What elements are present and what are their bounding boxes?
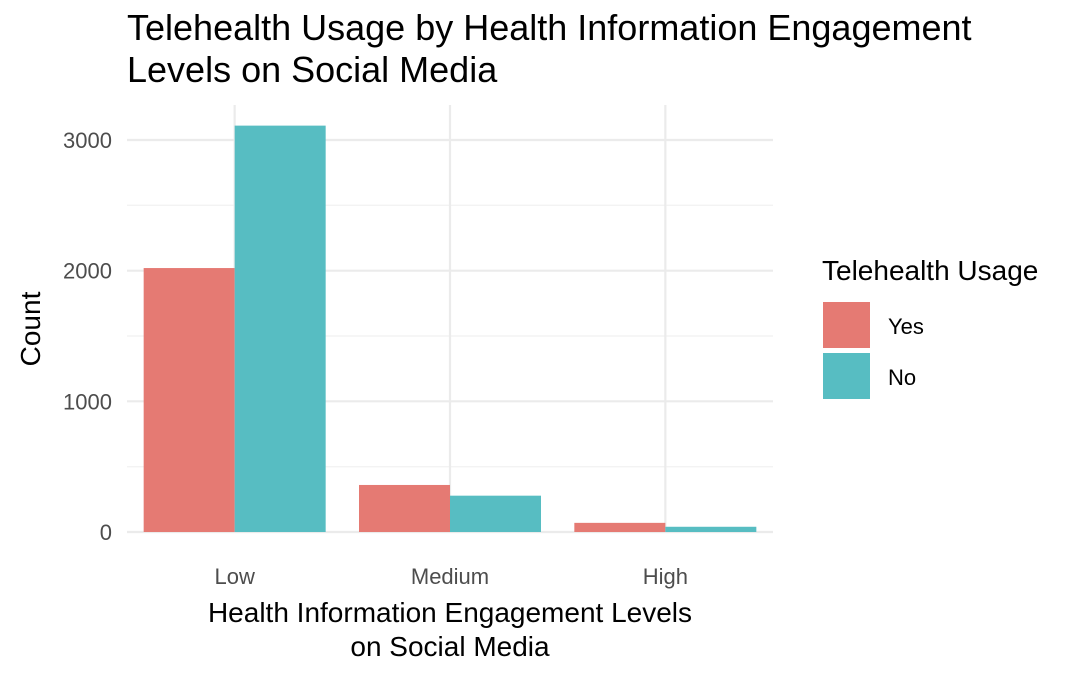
bar-low-yes	[143, 268, 235, 532]
bars	[143, 125, 757, 533]
x-tick-label: Low	[214, 564, 254, 589]
y-tick-label: 3000	[63, 128, 112, 153]
legend-title: Telehealth Usage	[822, 255, 1038, 286]
y-tick-label: 0	[100, 520, 112, 545]
x-tick-labels: Low Medium High	[214, 564, 687, 589]
x-axis-title-line-1: Health Information Engagement Levels	[208, 597, 692, 628]
bar-medium-yes	[359, 484, 450, 532]
x-tick-label: Medium	[411, 564, 489, 589]
legend-label-yes: Yes	[888, 314, 924, 339]
bar-medium-no	[450, 495, 541, 532]
y-axis-title: Count	[15, 291, 46, 366]
bar-high-no	[665, 526, 757, 532]
chart-title-line-2: Levels on Social Media	[127, 49, 498, 90]
y-tick-labels: 0 1000 2000 3000	[63, 128, 112, 545]
x-axis-title-line-2: on Social Media	[350, 631, 550, 662]
legend-label-no: No	[888, 365, 916, 390]
x-tick-label: High	[643, 564, 688, 589]
y-tick-label: 2000	[63, 259, 112, 284]
y-tick-label: 1000	[63, 389, 112, 414]
chart-title-line-1: Telehealth Usage by Health Information E…	[127, 7, 972, 48]
legend-swatch-no	[823, 353, 870, 399]
legend: Telehealth Usage Yes No	[822, 255, 1038, 399]
legend-swatch-yes	[823, 302, 870, 348]
bar-low-no	[234, 125, 326, 533]
bar-high-yes	[574, 522, 666, 532]
